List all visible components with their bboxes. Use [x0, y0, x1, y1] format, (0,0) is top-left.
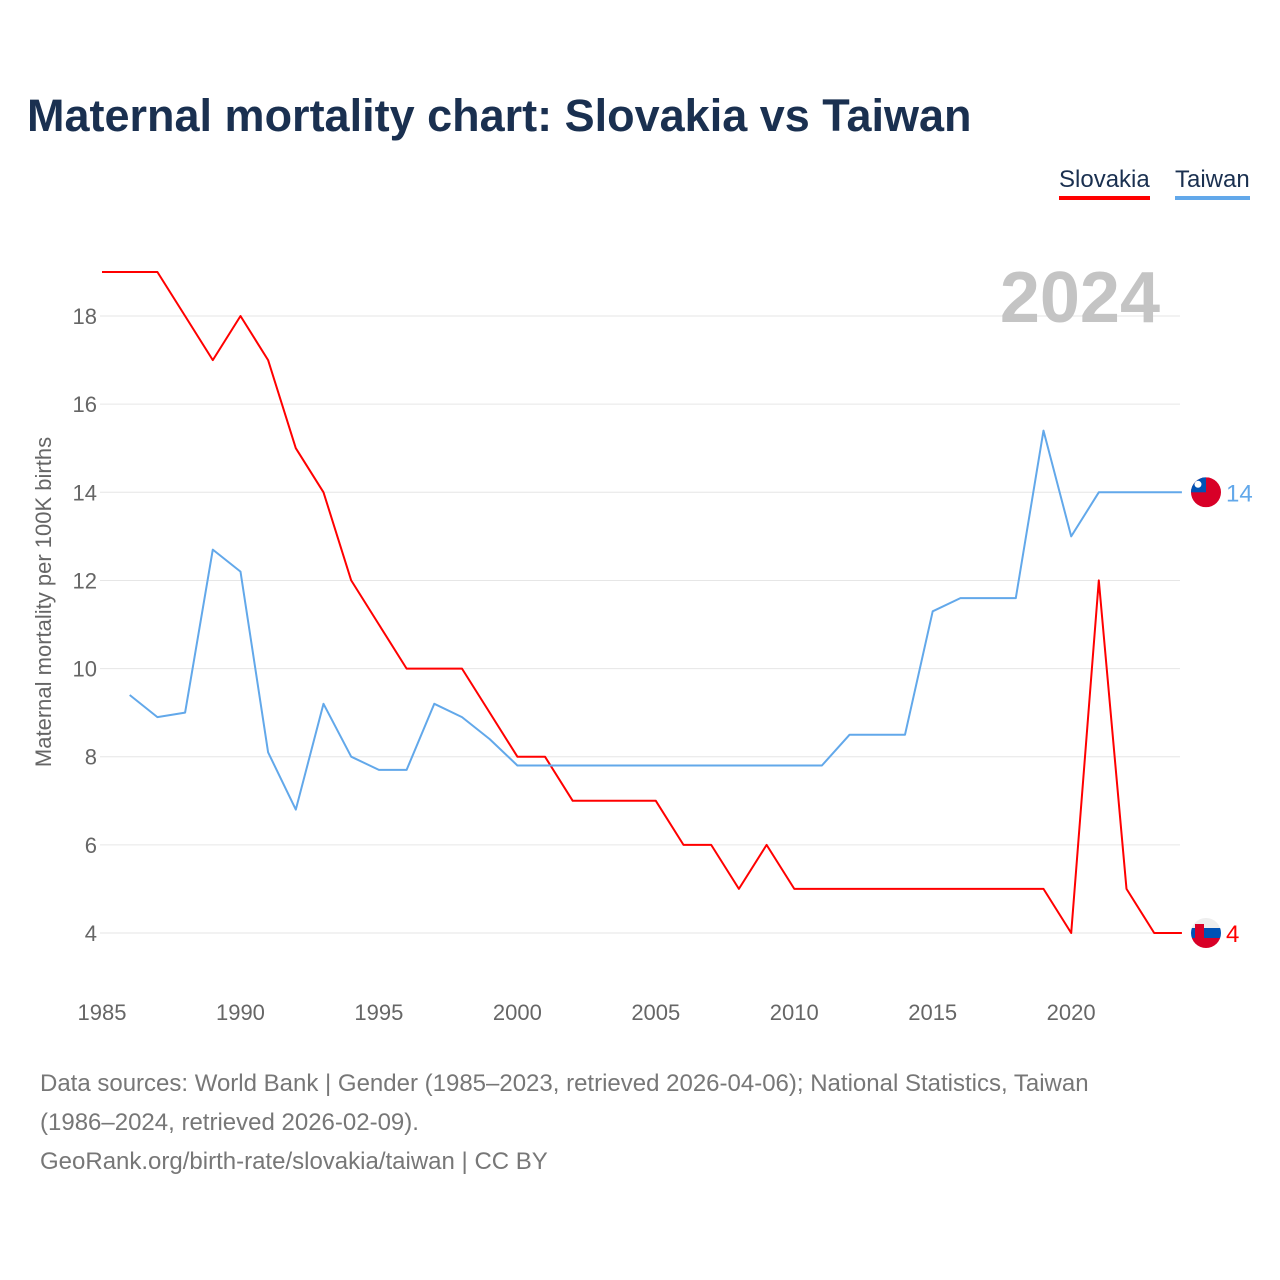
y-tick-label: 14: [73, 480, 97, 505]
end-value-label-slovakia: 4: [1226, 921, 1239, 948]
x-tick-label: 2010: [770, 1000, 819, 1025]
legend-slovakia[interactable]: Slovakia: [1059, 166, 1150, 200]
legend-taiwan[interactable]: Taiwan: [1175, 166, 1250, 200]
x-tick-label: 1985: [78, 1000, 127, 1025]
y-tick-label: 10: [73, 657, 97, 682]
y-tick-label: 16: [73, 392, 97, 417]
x-tick-label: 2015: [908, 1000, 957, 1025]
slovakia-flag-icon: [1191, 918, 1221, 948]
x-tick-label: 1990: [216, 1000, 265, 1025]
y-axis-label: Maternal mortality per 100K births: [31, 437, 56, 767]
year-watermark: 2024: [1000, 258, 1160, 338]
x-tick-label: 2000: [493, 1000, 542, 1025]
source-line-1: Data sources: World Bank | Gender (1985–…: [40, 1070, 1089, 1097]
y-tick-label: 18: [73, 304, 97, 329]
series-line-taiwan: [129, 429, 1182, 811]
x-tick-label: 2005: [631, 1000, 680, 1025]
y-tick-label: 12: [73, 568, 97, 593]
y-tick-label: 4: [85, 921, 97, 946]
taiwan-flag-icon: [1191, 477, 1221, 508]
x-tick-label: 1995: [354, 1000, 403, 1025]
chart-title: Maternal mortality chart: Slovakia vs Ta…: [27, 90, 972, 141]
source-link[interactable]: GeoRank.org/birth-rate/slovakia/taiwan |…: [40, 1148, 548, 1175]
end-value-label-taiwan: 14: [1226, 480, 1253, 507]
series-line-slovakia: [102, 271, 1182, 934]
y-tick-label: 6: [85, 833, 97, 858]
y-tick-label: 8: [85, 745, 97, 770]
source-line-2: (1986–2024, retrieved 2026-02-09).: [40, 1109, 419, 1136]
x-tick-label: 2020: [1047, 1000, 1096, 1025]
